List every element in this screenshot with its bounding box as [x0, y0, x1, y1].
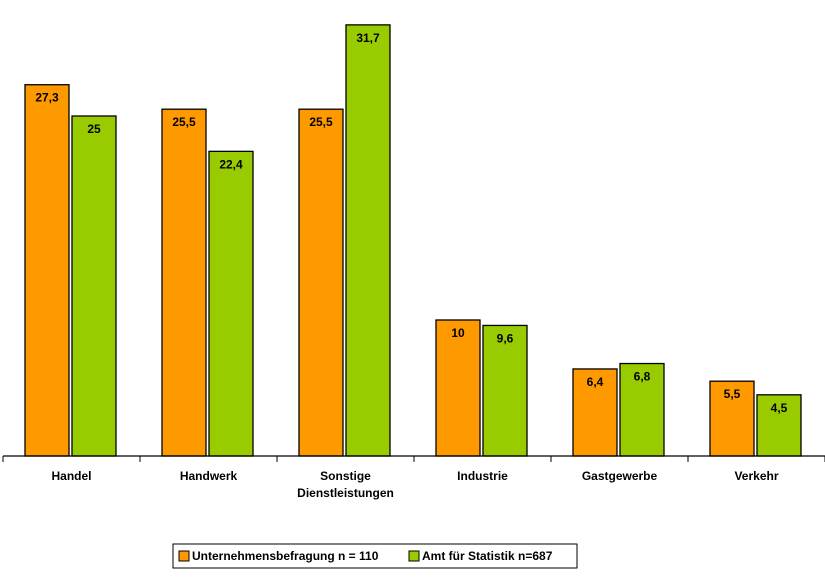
category-label-line: Sonstige — [320, 469, 371, 483]
data-label: 4,5 — [771, 401, 788, 415]
category-label: Handel — [51, 469, 91, 483]
bar-1-industrie — [435, 319, 481, 457]
bars-layer — [24, 24, 802, 457]
data-label: 27,3 — [35, 91, 59, 105]
bar-1-verkehr — [709, 380, 755, 457]
data-label: 31,7 — [356, 31, 380, 45]
data-label: 9,6 — [497, 331, 514, 345]
legend-label-series-2: Amt für Statistik n=687 — [422, 549, 553, 563]
data-label: 6,8 — [634, 370, 651, 384]
category-label-line: Verkehr — [734, 469, 778, 483]
x-axis-ticks — [2, 456, 825, 462]
data-label: 22,4 — [219, 157, 243, 171]
bar-1-sonstige-dienstleistungen — [298, 108, 344, 457]
bar-1-gastgewerbe — [572, 368, 618, 457]
data-label: 25 — [87, 122, 101, 136]
data-label: 6,4 — [587, 375, 604, 389]
bar-2-industrie — [482, 324, 528, 457]
bar-1-handwerk — [161, 108, 207, 457]
category-label: Sonstige Dienstleistungen — [297, 469, 394, 500]
category-label-line: Industrie — [457, 469, 508, 483]
category-label-line: Dienstleistungen — [297, 486, 394, 500]
category-label-line: Handel — [51, 469, 91, 483]
legend-label-series-1: Unternehmensbefragung n = 110 — [192, 549, 379, 563]
data-label: 25,5 — [309, 115, 333, 129]
bar-2-handel — [71, 115, 117, 457]
category-label: Verkehr — [734, 469, 778, 483]
category-label-line: Handwerk — [180, 469, 238, 483]
bar-2-sonstige-dienstleistungen — [345, 24, 391, 457]
legend-swatch-series-1 — [178, 550, 190, 562]
data-labels-layer: 27,3 25 25,5 22,4 25,5 31,7 10 9,6 6,4 6,8 5,5 4,5 — [35, 31, 787, 415]
category-label: Handwerk — [180, 469, 238, 483]
legend-box — [172, 543, 578, 569]
data-label: 5,5 — [724, 387, 741, 401]
category-label: Gastgewerbe — [582, 469, 658, 483]
category-label-line: Gastgewerbe — [582, 469, 658, 483]
legend: Unternehmensbefragung n = 110 Amt für St… — [172, 543, 578, 569]
bar-1-handel — [24, 84, 70, 457]
data-label: 10 — [451, 326, 465, 340]
data-label: 25,5 — [172, 115, 196, 129]
bar-2-handwerk — [208, 150, 254, 457]
legend-swatch-series-2 — [408, 550, 420, 562]
category-label: Industrie — [457, 469, 508, 483]
category-labels: Handel Handwerk Sonstige Dienstleistungen In… — [51, 469, 778, 500]
